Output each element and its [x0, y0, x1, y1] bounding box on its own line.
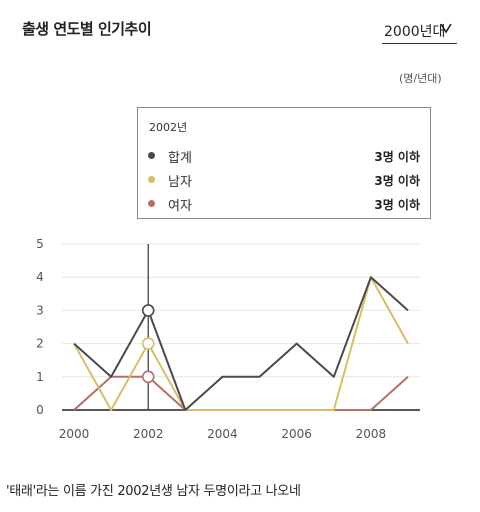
- highlight-marker-0: [141, 304, 155, 317]
- highlight-marker-2: [141, 370, 155, 384]
- tooltip-name-female: 여자: [168, 199, 192, 214]
- caption: '태래'라는 이름 가진 2002년생 남자 두명이라고 나오네: [6, 484, 301, 499]
- tooltip-name-male: 남자: [168, 175, 192, 190]
- decade-select-value: 2000년대: [384, 24, 446, 40]
- tooltip-row-male: 남자 3명 이하: [138, 170, 430, 190]
- x-tick-label-0: 2000: [59, 427, 90, 441]
- page-title: 출생 연도별 인기추이: [22, 20, 152, 38]
- tooltip-value-male: 3명 이하: [374, 174, 420, 188]
- tooltip-value-total: 3명 이하: [374, 150, 420, 164]
- y-tick-label-2: 2: [36, 337, 44, 351]
- tooltip-row-total: 합계 3명 이하: [138, 146, 430, 166]
- series-line-0: [73, 276, 409, 411]
- series-line-1: [73, 276, 409, 411]
- tooltip-year: 2002년: [149, 121, 188, 134]
- y-tick-label-1: 1: [36, 370, 44, 384]
- unit-label: (명/년대): [399, 72, 442, 85]
- x-tick-label-2: 2004: [207, 427, 238, 441]
- highlight-marker-1: [141, 337, 155, 350]
- x-tick-label-3: 2006: [281, 427, 312, 441]
- y-tick-label-4: 4: [36, 270, 44, 284]
- tooltip-value-female: 3명 이하: [374, 198, 420, 212]
- x-tick-label-1: 2002: [133, 427, 164, 441]
- y-tick-label-5: 5: [36, 237, 44, 251]
- line-chart: 0 1 2 3 4 5 2000 2002 2004 2006 2008: [36, 237, 420, 441]
- tooltip-dot-total: [148, 152, 155, 159]
- tooltip-dot-male: [148, 176, 155, 183]
- y-tick-label-0: 0: [36, 403, 44, 417]
- tooltip-row-female: 여자 3명 이하: [138, 194, 430, 214]
- tooltip-dot-female: [148, 200, 155, 207]
- decade-select[interactable]: 2000년대: [382, 19, 457, 44]
- series-line-2: [73, 375, 409, 411]
- chevron-down-icon: [440, 23, 452, 34]
- x-tick-label-4: 2008: [356, 427, 387, 441]
- chart-tooltip: 2002년 합계 3명 이하 남자 3명 이하 여자 3명 이하: [137, 107, 431, 219]
- y-tick-label-3: 3: [36, 303, 44, 317]
- tooltip-name-total: 합계: [168, 151, 192, 166]
